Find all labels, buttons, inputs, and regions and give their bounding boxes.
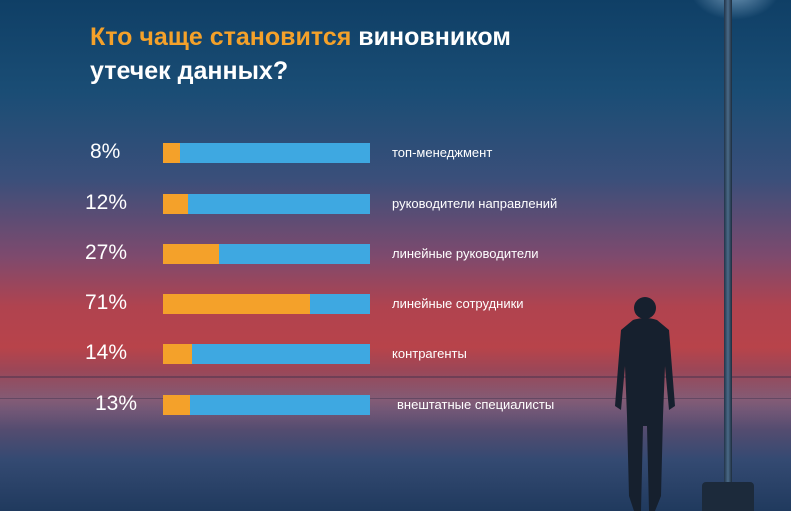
bar-row: 27% линейные руководители — [0, 241, 791, 266]
category-label: внештатные специалисты — [397, 397, 555, 412]
bar-row: 14% контрагенты — [0, 341, 791, 366]
category-label: топ-менеджмент — [392, 145, 493, 160]
title-rest-line1: виновником — [358, 23, 511, 51]
lamp-post — [724, 0, 732, 490]
value-label: 27% — [85, 241, 128, 264]
bar-fill — [163, 244, 219, 264]
category-label: контрагенты — [392, 346, 467, 361]
bar-row: 71% линейные сотрудники — [0, 291, 791, 316]
background-railing — [0, 376, 791, 378]
bar-fill — [163, 395, 190, 415]
chart-title: Кто чаще становится виновником утечек да… — [90, 20, 610, 88]
bar-track — [163, 395, 370, 415]
bar-fill — [163, 344, 192, 364]
title-accent: Кто чаще становится — [90, 23, 352, 51]
bar-row: 8% топ-менеджмент — [0, 140, 791, 165]
lamp-post-base — [702, 482, 754, 511]
category-label: руководители направлений — [392, 196, 558, 211]
value-label: 12% — [85, 191, 128, 214]
bar-track — [163, 344, 370, 364]
value-label: 13% — [95, 392, 138, 415]
bar-row: 12% руководители направлений — [0, 191, 791, 216]
bar-track — [163, 194, 370, 214]
bar-fill — [163, 294, 310, 314]
value-label: 14% — [85, 341, 128, 364]
bar-row: 13% внештатные специалисты — [0, 392, 791, 417]
bar-fill — [163, 143, 180, 163]
bar-track — [163, 143, 370, 163]
bar-track — [163, 244, 370, 264]
lamp-glow — [690, 0, 780, 20]
bar-track — [163, 294, 370, 314]
value-label: 8% — [90, 140, 121, 163]
value-label: 71% — [85, 291, 128, 314]
category-label: линейные сотрудники — [392, 296, 524, 311]
category-label: линейные руководители — [392, 246, 539, 261]
background-railing-lower — [0, 398, 791, 399]
person-silhouette — [615, 297, 675, 511]
bar-fill — [163, 194, 188, 214]
title-rest-line2: утечек данных? — [90, 57, 289, 85]
